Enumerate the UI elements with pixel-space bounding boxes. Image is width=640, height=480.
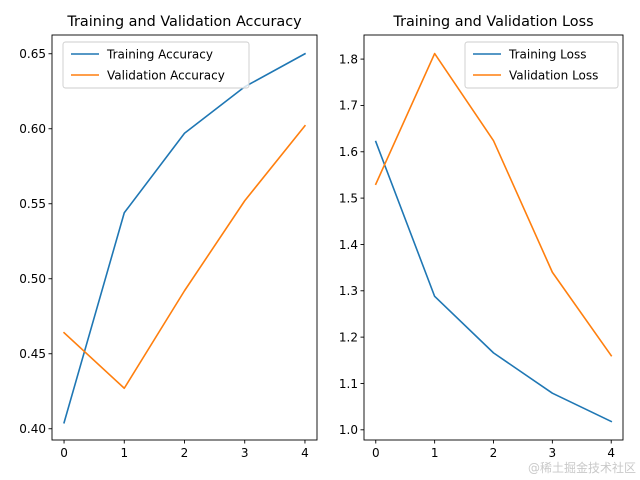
x-tick-label: 3 bbox=[241, 446, 249, 460]
series-line-2 bbox=[62, 124, 307, 390]
x-tick-label: 2 bbox=[490, 446, 498, 460]
x-tick-label: 1 bbox=[120, 446, 128, 460]
y-tick-label: 1.1 bbox=[339, 377, 358, 391]
series-line-1 bbox=[63, 52, 307, 424]
legend: Training Accuracy Validation Accuracy bbox=[62, 41, 250, 89]
x-tick-label: 1 bbox=[431, 446, 439, 460]
x-tick-label: 0 bbox=[372, 446, 380, 460]
y-tick-label: 1.8 bbox=[339, 52, 358, 66]
series-line-2 bbox=[374, 52, 613, 357]
chart-title: Training and Validation Loss bbox=[392, 14, 593, 30]
legend-label: Training Loss bbox=[508, 47, 586, 61]
x-tick-label: 3 bbox=[549, 446, 557, 460]
y-tick-label: 1.2 bbox=[339, 330, 358, 344]
y-tick-label: 0.50 bbox=[19, 272, 46, 286]
y-tick-label: 1.4 bbox=[339, 238, 358, 252]
y-tick-label: 0.40 bbox=[19, 422, 46, 436]
legend-box bbox=[62, 41, 250, 89]
y-tick-label: 0.60 bbox=[19, 122, 46, 136]
y-tick-label: 0.55 bbox=[19, 197, 46, 211]
series-line-1 bbox=[374, 140, 613, 423]
chart-title: Training and Validation Accuracy bbox=[66, 14, 302, 30]
chart-2: Training and Validation Loss 0 1 2 3 4 1.0 1.1 1… bbox=[339, 14, 624, 460]
x-tick-label: 0 bbox=[60, 446, 68, 460]
y-tick-label: 0.45 bbox=[19, 347, 46, 361]
y-tick-label: 1.0 bbox=[339, 423, 358, 437]
legend-box bbox=[464, 41, 619, 89]
y-tick-label: 1.6 bbox=[339, 145, 358, 159]
y-tick-label: 1.3 bbox=[339, 284, 358, 298]
x-tick-label: 2 bbox=[181, 446, 189, 460]
legend-label: Validation Accuracy bbox=[107, 68, 225, 82]
y-tick-label: 1.7 bbox=[339, 99, 358, 113]
chart-1: Training and Validation Accuracy 0 1 2 3 4 0.4… bbox=[19, 14, 318, 460]
legend-label: Validation Loss bbox=[509, 68, 598, 82]
x-tick-label: 4 bbox=[301, 446, 309, 460]
legend: Training Loss Validation Loss bbox=[464, 41, 619, 89]
legend-label: Training Accuracy bbox=[106, 47, 213, 61]
watermark: @稀土掘金技术社区 bbox=[528, 460, 636, 475]
y-tick-label: 0.65 bbox=[19, 47, 46, 61]
x-tick-label: 4 bbox=[607, 446, 615, 460]
y-tick-label: 1.5 bbox=[339, 191, 358, 205]
